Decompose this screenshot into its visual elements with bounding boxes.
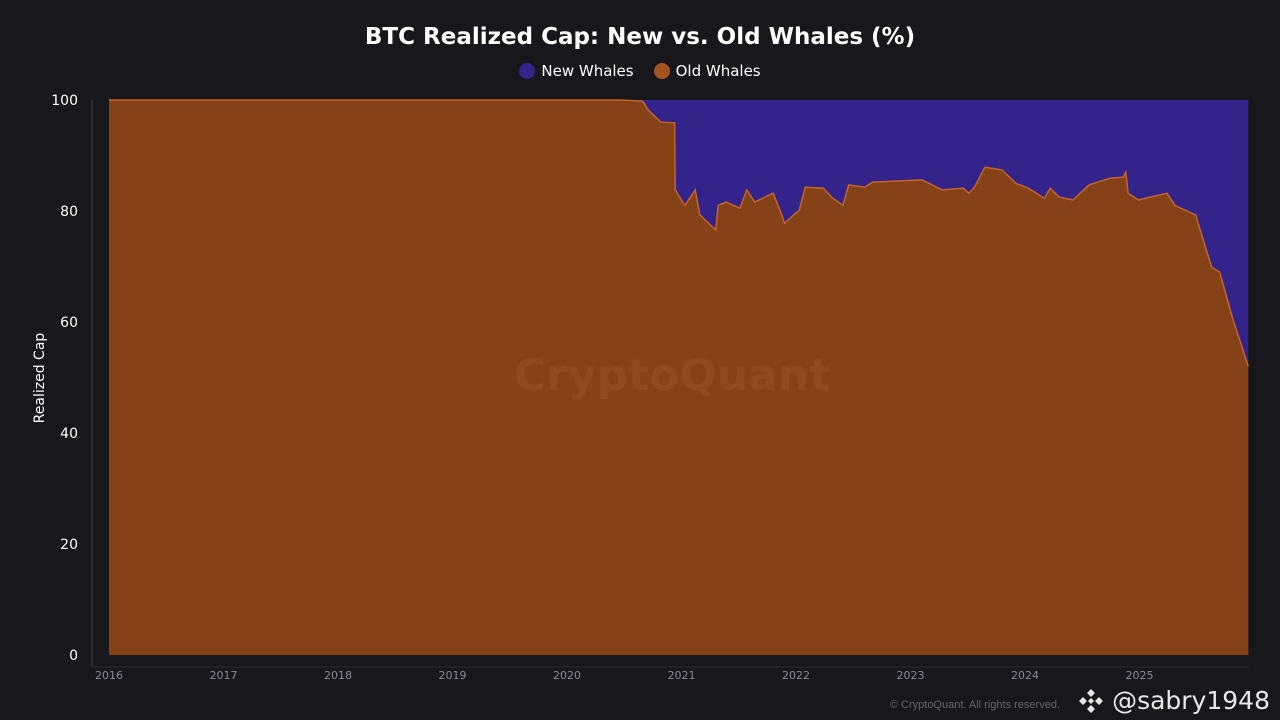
x-tick-label: 2019 (439, 669, 467, 682)
legend-marker-new (519, 63, 536, 79)
x-tick-label: 2023 (897, 669, 925, 682)
area-old-whales (109, 100, 1249, 655)
watermark: CryptoQuant (514, 350, 830, 401)
legend-item-old-whales[interactable]: Old Whales (653, 62, 761, 80)
chart-title: BTC Realized Cap: New vs. Old Whales (%) (364, 24, 916, 50)
x-tick-label: 2022 (782, 669, 810, 682)
legend-item-new-whales[interactable]: New Whales (519, 62, 634, 80)
x-tick-label: 2016 (95, 669, 123, 682)
y-tick-label: 40 (60, 426, 78, 442)
credit: @sabry1948 (1076, 686, 1270, 716)
y-axis-label: Realized Cap (32, 333, 48, 424)
line-old-whales (109, 99, 1250, 367)
copyright: © CryptoQuant. All rights reserved. (889, 699, 1060, 711)
y-tick-label: 100 (51, 93, 78, 109)
x-tick-label: 2018 (324, 669, 352, 682)
legend-marker-old (653, 63, 670, 79)
y-tick-label: 80 (60, 204, 78, 220)
credit-handle: @sabry1948 (1112, 686, 1270, 715)
y-tick-label: 60 (60, 315, 78, 331)
binance-logo-icon (1079, 689, 1104, 713)
y-tick-label: 20 (60, 537, 78, 553)
legend: New Whales Old Whales (0, 62, 1280, 80)
y-tick-label: 0 (69, 648, 78, 664)
x-tick-label: 2025 (1126, 669, 1154, 682)
x-tick-label: 2017 (210, 669, 238, 682)
legend-label-old: Old Whales (675, 62, 761, 80)
x-tick-label: 2024 (1011, 669, 1039, 682)
x-tick-label: 2021 (668, 669, 696, 682)
x-tick-label: 2020 (553, 669, 581, 682)
legend-label-new: New Whales (541, 62, 634, 80)
